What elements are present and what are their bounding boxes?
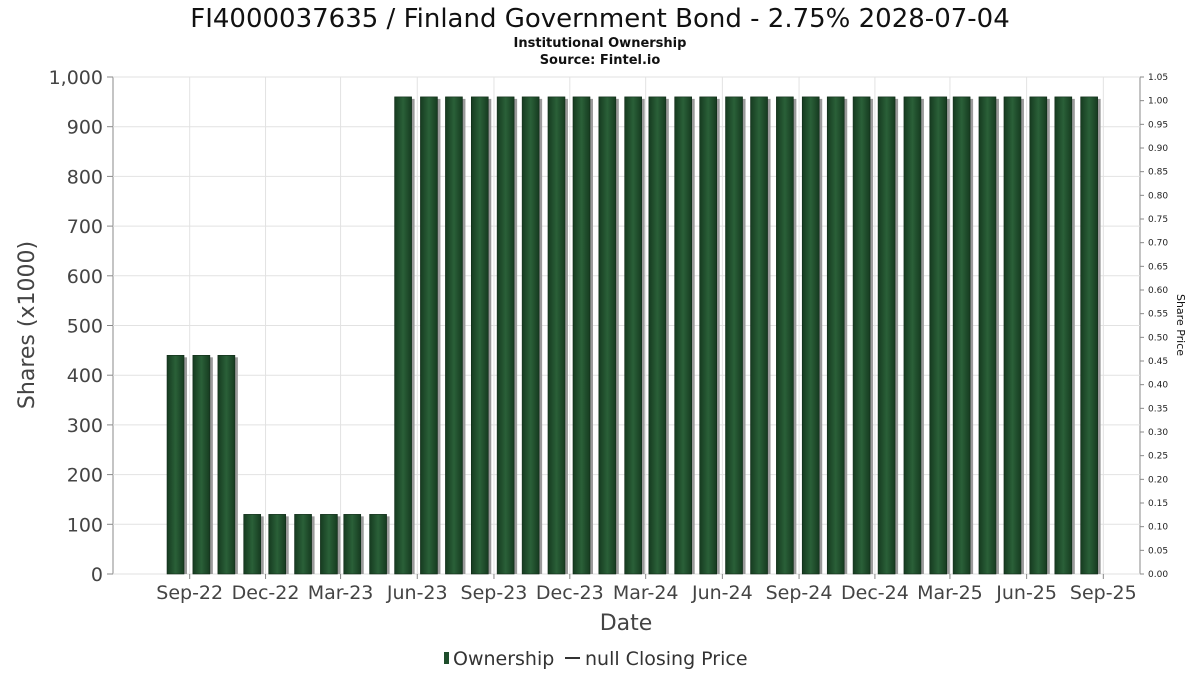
y2-tick-label: 0.90 xyxy=(1148,144,1168,154)
ownership-bar xyxy=(547,96,566,575)
x-axis-label: Date xyxy=(600,611,653,636)
ownership-bar xyxy=(801,96,820,575)
x-tick-label: Mar-24 xyxy=(613,582,679,604)
y2-tick-label: 0.05 xyxy=(1148,546,1168,556)
y2-tick-label: 0.55 xyxy=(1148,310,1168,320)
ownership-bar xyxy=(1054,96,1073,575)
y-axis-label: Shares (x1000) xyxy=(15,241,40,409)
ownership-bar xyxy=(496,96,515,575)
ownership-bar xyxy=(978,96,997,575)
x-tick-label: Jun-24 xyxy=(691,582,753,604)
legend-closing-price-label: null Closing Price xyxy=(585,648,748,670)
y2-tick-label: 0.85 xyxy=(1148,168,1168,178)
ownership-bar xyxy=(420,96,438,575)
ownership-bar xyxy=(826,96,845,575)
ownership-bar xyxy=(217,355,236,575)
ownership-bar xyxy=(598,96,617,575)
y2-tick-label: 0.75 xyxy=(1148,215,1168,225)
y2-tick-label: 0.60 xyxy=(1148,286,1168,296)
ownership-bar xyxy=(369,514,387,575)
chart-title: FI4000037635 / Finland Government Bond -… xyxy=(190,4,1010,34)
y-tick-label: 600 xyxy=(67,266,103,288)
y2-tick-label: 0.80 xyxy=(1148,191,1168,201)
x-tick-label: Mar-23 xyxy=(308,582,374,604)
y2-tick-label: 0.25 xyxy=(1148,452,1168,462)
x-tick-label: Jun-25 xyxy=(995,582,1057,604)
chart-subtitle-line-2: Source: Fintel.io xyxy=(540,53,661,68)
ownership-bar xyxy=(648,96,667,575)
y2-tick-label: 0.00 xyxy=(1148,570,1168,580)
y-tick-label: 1,000 xyxy=(49,67,103,89)
ownership-bar xyxy=(624,96,642,575)
x-axis-ticks: Sep-22 Dec-22 Mar-23 Jun-23 Sep-23 Dec-23 Mar-… xyxy=(156,574,1137,604)
ownership-bar xyxy=(877,96,896,575)
y2-tick-label: 0.50 xyxy=(1148,333,1168,343)
y2-tick-label: 0.45 xyxy=(1148,357,1168,367)
ownership-bar xyxy=(343,514,362,575)
y2-tick-label: 0.70 xyxy=(1148,239,1168,249)
secondary-y-axis-ticks: 0.00 0.05 0.10 0.15 0.20 0.25 0.30 0.35 0.40 0.45… xyxy=(1140,73,1168,580)
x-tick-label: Sep-24 xyxy=(766,582,833,604)
ownership-bar xyxy=(572,96,591,575)
ownership-bar xyxy=(776,96,794,575)
y2-tick-label: 1.00 xyxy=(1148,97,1168,107)
y-tick-label: 500 xyxy=(67,316,103,338)
y-axis-ticks: 0 100 200 300 400 500 600 700 800 900 1,000 xyxy=(49,67,113,586)
x-tick-label: Sep-23 xyxy=(461,582,528,604)
x-tick-label: Jun-23 xyxy=(386,582,448,604)
x-tick-label: Dec-23 xyxy=(536,582,604,604)
y2-tick-label: 0.10 xyxy=(1148,523,1168,533)
y2-tick-label: 0.65 xyxy=(1148,262,1168,272)
x-tick-label: Dec-22 xyxy=(232,582,300,604)
ownership-bar xyxy=(268,514,287,575)
legend: Ownership null Closing Price xyxy=(444,648,748,670)
y2-tick-label: 1.05 xyxy=(1148,73,1168,83)
y-tick-label: 800 xyxy=(67,166,103,188)
ownership-bar xyxy=(952,96,971,575)
ownership-bar xyxy=(1003,96,1022,575)
ownership-bar xyxy=(725,96,743,575)
ownership-bar xyxy=(1080,96,1098,575)
ownership-bar xyxy=(903,96,922,575)
ownership-bar xyxy=(320,514,338,575)
y-tick-label: 200 xyxy=(67,465,103,487)
ownership-bar xyxy=(1029,96,1048,575)
x-tick-label: Sep-25 xyxy=(1070,582,1137,604)
ownership-bar xyxy=(750,96,768,575)
y-tick-label: 700 xyxy=(67,216,103,238)
ownership-bars xyxy=(166,96,1101,575)
x-tick-label: Sep-22 xyxy=(156,582,223,604)
legend-ownership-label: Ownership xyxy=(453,648,554,670)
y-tick-label: 0 xyxy=(91,564,103,586)
ownership-bar xyxy=(166,355,185,575)
y2-tick-label: 0.20 xyxy=(1148,475,1168,485)
legend-ownership-marker xyxy=(444,652,449,664)
ownership-bar xyxy=(294,514,312,575)
ownership-bar xyxy=(521,96,540,575)
ownership-bar xyxy=(929,96,948,575)
y-tick-label: 100 xyxy=(67,514,103,536)
ownership-bar xyxy=(674,96,692,575)
y2-tick-label: 0.35 xyxy=(1148,404,1168,414)
y2-tick-label: 0.95 xyxy=(1148,120,1168,130)
y-tick-label: 300 xyxy=(67,415,103,437)
ownership-bar xyxy=(852,96,871,575)
y2-tick-label: 0.40 xyxy=(1148,381,1168,391)
ownership-bar xyxy=(445,96,463,575)
x-tick-label: Dec-24 xyxy=(841,582,909,604)
ownership-bar xyxy=(243,514,262,575)
secondary-y-axis-label: Share Price xyxy=(1174,294,1187,356)
ownership-bar xyxy=(699,96,717,575)
x-tick-label: Mar-25 xyxy=(917,582,983,604)
ownership-bar xyxy=(470,96,489,575)
y-tick-label: 900 xyxy=(67,117,103,139)
ownership-bar xyxy=(394,96,412,575)
chart-subtitle-line-1: Institutional Ownership xyxy=(514,36,687,51)
y-tick-label: 400 xyxy=(67,365,103,387)
ownership-bar xyxy=(192,355,211,575)
y2-tick-label: 0.15 xyxy=(1148,499,1168,509)
y2-tick-label: 0.30 xyxy=(1148,428,1168,438)
